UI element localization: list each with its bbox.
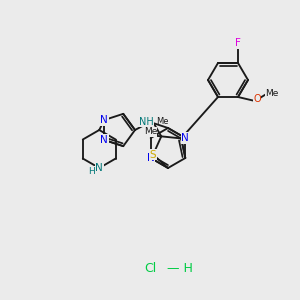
Text: Me: Me xyxy=(144,127,157,136)
Text: N: N xyxy=(100,115,108,125)
Text: N: N xyxy=(95,163,103,173)
Text: N: N xyxy=(182,133,189,143)
Text: — H: — H xyxy=(163,262,193,275)
Text: Me: Me xyxy=(265,88,279,98)
Text: F: F xyxy=(235,38,241,48)
Text: Cl: Cl xyxy=(144,262,156,275)
Text: N: N xyxy=(100,135,108,145)
Text: H: H xyxy=(88,167,94,176)
Text: NH: NH xyxy=(139,117,153,127)
Text: Me: Me xyxy=(156,117,169,126)
Text: O: O xyxy=(253,94,261,104)
Text: N: N xyxy=(147,153,154,163)
Text: S: S xyxy=(150,150,156,160)
